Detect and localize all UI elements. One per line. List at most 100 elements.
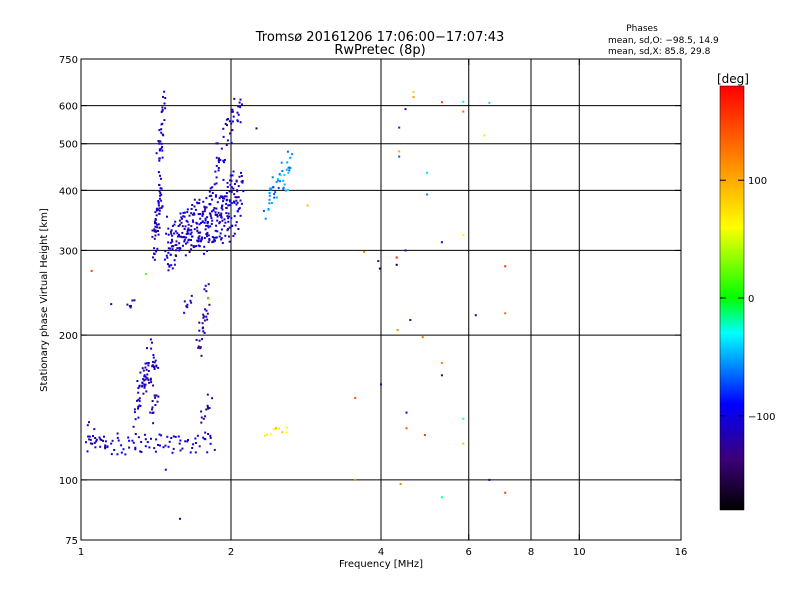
trace-point bbox=[214, 213, 217, 216]
isolated-point bbox=[462, 442, 465, 445]
trace-point bbox=[216, 215, 219, 218]
trace-point bbox=[231, 129, 234, 132]
trace-point bbox=[204, 228, 207, 231]
trace-point bbox=[222, 197, 224, 200]
trace-point bbox=[164, 107, 167, 110]
trace-point bbox=[206, 312, 209, 315]
trace-point bbox=[203, 319, 206, 322]
trace-point bbox=[193, 205, 196, 208]
trace-point bbox=[208, 190, 211, 193]
y-tick-label: 400 bbox=[59, 186, 78, 197]
trace-point bbox=[236, 111, 239, 114]
trace-point bbox=[220, 216, 223, 219]
trace-point bbox=[233, 183, 236, 185]
trace-point bbox=[209, 203, 212, 206]
trace-point bbox=[268, 198, 271, 201]
trace-point bbox=[151, 229, 154, 232]
trace-point bbox=[155, 230, 158, 233]
trace-point bbox=[218, 221, 221, 224]
trace-point bbox=[167, 247, 170, 250]
trace-point bbox=[202, 316, 205, 319]
trace-point bbox=[231, 110, 234, 113]
trace-point bbox=[211, 192, 214, 194]
trace-point bbox=[201, 322, 204, 325]
trace-point bbox=[132, 441, 135, 444]
trace-point bbox=[161, 106, 164, 109]
trace-point bbox=[215, 176, 218, 179]
trace-point bbox=[178, 219, 181, 222]
trace-point bbox=[195, 245, 198, 248]
trace-point bbox=[167, 445, 170, 448]
trace-point bbox=[137, 436, 140, 439]
trace-point bbox=[218, 214, 221, 217]
trace-point bbox=[227, 212, 230, 215]
trace-point bbox=[141, 385, 144, 387]
trace-point bbox=[110, 453, 113, 456]
trace-point bbox=[158, 226, 161, 229]
trace-point bbox=[144, 445, 147, 448]
trace-point bbox=[141, 367, 144, 370]
trace-point bbox=[284, 189, 287, 192]
isolated-point bbox=[440, 101, 443, 104]
isolated-point bbox=[395, 256, 398, 259]
trace-point bbox=[224, 122, 227, 125]
trace-point bbox=[156, 226, 159, 229]
trace-point bbox=[161, 122, 164, 125]
trace-point bbox=[224, 221, 227, 224]
trace-point bbox=[223, 161, 225, 164]
trace-point bbox=[196, 434, 199, 437]
trace-point bbox=[117, 439, 120, 442]
trace-point bbox=[215, 194, 217, 197]
trace-point bbox=[270, 188, 272, 191]
trace-point bbox=[157, 233, 160, 236]
trace-point bbox=[159, 187, 162, 190]
trace-point bbox=[211, 219, 214, 222]
trace-point bbox=[220, 207, 223, 209]
trace-point bbox=[226, 181, 229, 184]
trace-point bbox=[205, 206, 208, 209]
trace-point bbox=[219, 195, 222, 198]
trace-point bbox=[214, 239, 216, 242]
trace-point bbox=[223, 195, 226, 198]
trace-point bbox=[191, 235, 194, 238]
trace-point bbox=[186, 241, 189, 244]
trace-point bbox=[190, 244, 193, 247]
trace-point bbox=[230, 191, 233, 193]
trace-point bbox=[152, 360, 154, 363]
x-tick-label: 16 bbox=[675, 547, 688, 558]
trace-point bbox=[228, 235, 230, 238]
trace-point bbox=[184, 440, 187, 443]
trace-point bbox=[222, 159, 225, 162]
trace-point bbox=[270, 187, 273, 190]
trace-point bbox=[239, 98, 242, 101]
trace-point bbox=[217, 169, 220, 172]
isolated-point bbox=[462, 234, 465, 236]
trace-point bbox=[147, 378, 150, 381]
trace-point bbox=[161, 205, 164, 208]
trace-point bbox=[120, 444, 123, 447]
trace-point bbox=[194, 442, 197, 444]
isolated-point bbox=[404, 108, 407, 111]
trace-point bbox=[207, 407, 210, 410]
trace-point bbox=[143, 386, 146, 389]
trace-point bbox=[158, 212, 161, 215]
trace-point bbox=[273, 193, 276, 196]
trace-point bbox=[231, 224, 234, 227]
trace-point bbox=[93, 441, 96, 444]
trace-point bbox=[280, 161, 283, 164]
trace-point bbox=[193, 228, 196, 231]
trace-point bbox=[137, 407, 139, 410]
trace-point bbox=[198, 339, 201, 342]
trace-point bbox=[233, 193, 236, 196]
trace-point bbox=[281, 170, 284, 172]
trace-point bbox=[231, 108, 234, 111]
trace-point bbox=[202, 313, 205, 316]
trace-point bbox=[94, 446, 97, 449]
trace-point bbox=[188, 229, 191, 232]
trace-point bbox=[149, 378, 152, 381]
trace-point bbox=[225, 212, 228, 215]
trace-point bbox=[188, 214, 191, 217]
trace-point bbox=[206, 216, 209, 219]
trace-point bbox=[153, 447, 156, 450]
trace-point bbox=[200, 238, 203, 241]
